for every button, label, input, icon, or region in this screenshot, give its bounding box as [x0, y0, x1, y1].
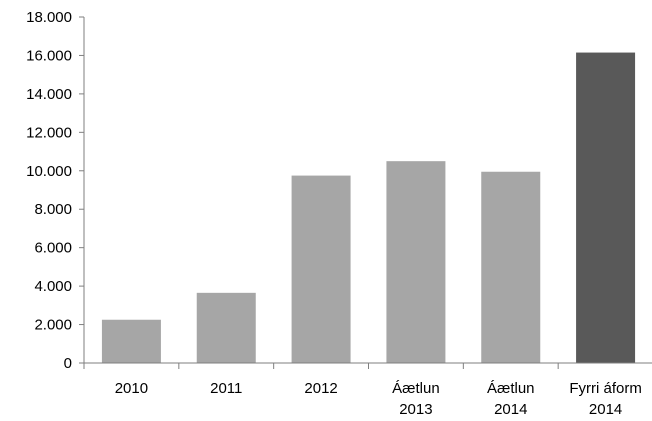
- y-tick-label-4: 8.000: [34, 201, 72, 218]
- bar-0: [101, 319, 161, 363]
- y-tick-label-7: 14.000: [26, 86, 72, 103]
- y-tick-label-0: 0: [64, 355, 72, 372]
- x-tick-label-1: 2011: [210, 380, 242, 397]
- y-tick-label-9: 18.000: [26, 9, 72, 26]
- x-tick-label-4-line-1: 2014: [494, 401, 527, 418]
- bar-3: [386, 161, 446, 363]
- x-tick-label-3-line-1: 2013: [399, 401, 432, 418]
- x-tick-label-5-line-1: 2014: [589, 401, 622, 418]
- x-tick-label-4-line-0: Áætlun: [487, 380, 535, 397]
- axis-layer: [79, 16, 652, 369]
- y-tick-label-3: 6.000: [34, 240, 72, 257]
- labels-layer: 0 2.000 4.000 6.000 8.000 10.000 12.000 14.000 1…: [26, 9, 642, 418]
- x-tick-label-0: 2010: [115, 380, 148, 397]
- y-tick-label-2: 4.000: [34, 278, 72, 295]
- bar-5: [576, 52, 636, 364]
- bar-1: [196, 292, 256, 363]
- x-tick-label-3-line-0: Áætlun: [392, 380, 440, 397]
- bar-4: [481, 171, 541, 363]
- y-tick-label-1: 2.000: [34, 317, 72, 334]
- x-tick-label-2: 2012: [304, 380, 337, 397]
- y-tick-label-8: 16.000: [26, 47, 72, 64]
- bars-layer: [101, 52, 636, 364]
- y-tick-label-5: 10.000: [26, 163, 72, 180]
- x-tick-label-5-line-0: Fyrri áform: [569, 380, 642, 397]
- bar-2: [291, 175, 351, 363]
- y-tick-label-6: 12.000: [26, 124, 72, 141]
